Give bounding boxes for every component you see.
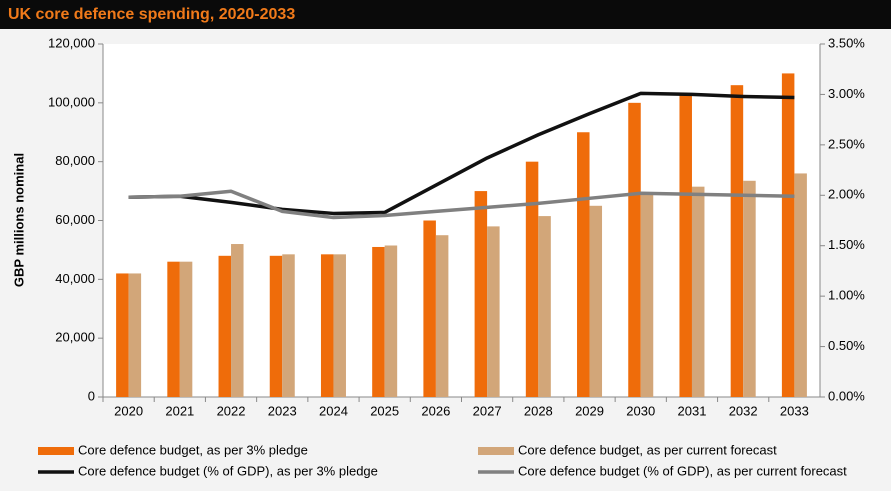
x-tick-label: 2031 bbox=[678, 403, 707, 418]
bar bbox=[487, 226, 500, 397]
header-bar bbox=[0, 0, 891, 29]
x-tick-label: 2033 bbox=[780, 403, 809, 418]
bar bbox=[167, 261, 180, 397]
y2-tick-label: 1.50% bbox=[828, 237, 865, 252]
bar bbox=[269, 255, 283, 397]
bar bbox=[435, 235, 449, 397]
bar bbox=[525, 161, 539, 397]
bar bbox=[423, 220, 436, 397]
y-tick-label: 120,000 bbox=[48, 35, 95, 50]
y-tick-label: 0 bbox=[88, 388, 95, 403]
x-tick-label: 2030 bbox=[626, 403, 655, 418]
y2-tick-label: 3.50% bbox=[828, 35, 865, 50]
y-axis-label: GBP millions nominal bbox=[11, 153, 26, 287]
y2-tick-label: 0.00% bbox=[828, 388, 865, 403]
x-tick-label: 2029 bbox=[575, 403, 604, 418]
x-tick-label: 2023 bbox=[268, 403, 297, 418]
y2-tick-label: 0.50% bbox=[828, 338, 865, 353]
bar bbox=[628, 102, 641, 397]
x-tick-label: 2021 bbox=[165, 403, 194, 418]
bar bbox=[743, 180, 756, 397]
legend-swatch bbox=[38, 447, 74, 455]
y-tick-label: 20,000 bbox=[55, 330, 95, 345]
bar bbox=[282, 254, 295, 397]
x-tick-label: 2026 bbox=[421, 403, 450, 418]
bar bbox=[128, 273, 142, 397]
x-tick-label: 2022 bbox=[217, 403, 246, 418]
bar bbox=[320, 254, 334, 397]
y2-tick-label: 2.00% bbox=[828, 187, 865, 202]
y2-tick-label: 3.00% bbox=[828, 86, 865, 101]
bar bbox=[474, 191, 488, 397]
bar bbox=[333, 254, 346, 397]
bar bbox=[179, 261, 193, 397]
legend-label: Core defence budget (% of GDP), as per c… bbox=[518, 463, 847, 478]
line bbox=[128, 91, 795, 216]
x-tick-label: 2027 bbox=[473, 403, 502, 418]
bar bbox=[589, 205, 603, 397]
x-tick-label: 2028 bbox=[524, 403, 553, 418]
bar bbox=[538, 216, 551, 397]
bar bbox=[231, 244, 244, 397]
bar bbox=[679, 94, 692, 397]
bar bbox=[794, 173, 807, 397]
y2-tick-label: 1.00% bbox=[828, 288, 865, 303]
y-tick-label: 60,000 bbox=[55, 212, 95, 227]
bar bbox=[730, 85, 744, 397]
y-tick-label: 100,000 bbox=[48, 94, 95, 109]
bar bbox=[640, 194, 654, 397]
legend-label: Core defence budget (% of GDP), as per 3… bbox=[78, 463, 378, 478]
y2-tick-label: 2.50% bbox=[828, 136, 865, 151]
y-tick-label: 40,000 bbox=[55, 271, 95, 286]
x-tick-label: 2020 bbox=[114, 403, 143, 418]
x-tick-label: 2032 bbox=[729, 403, 758, 418]
bar bbox=[691, 186, 705, 397]
x-tick-label: 2025 bbox=[370, 403, 399, 418]
bar bbox=[781, 73, 795, 398]
bar bbox=[384, 245, 398, 397]
bar bbox=[116, 273, 129, 397]
bar bbox=[218, 255, 232, 397]
bar bbox=[372, 246, 385, 397]
legend-label: Core defence budget, as per current fore… bbox=[518, 442, 777, 457]
x-tick-label: 2024 bbox=[319, 403, 348, 418]
line bbox=[128, 189, 795, 220]
legend-label: Core defence budget, as per 3% pledge bbox=[78, 442, 308, 457]
y-tick-label: 80,000 bbox=[55, 153, 95, 168]
chart-title: UK core defence spending, 2020-2033 bbox=[8, 6, 295, 23]
legend-swatch bbox=[478, 447, 514, 455]
bar bbox=[577, 132, 590, 397]
